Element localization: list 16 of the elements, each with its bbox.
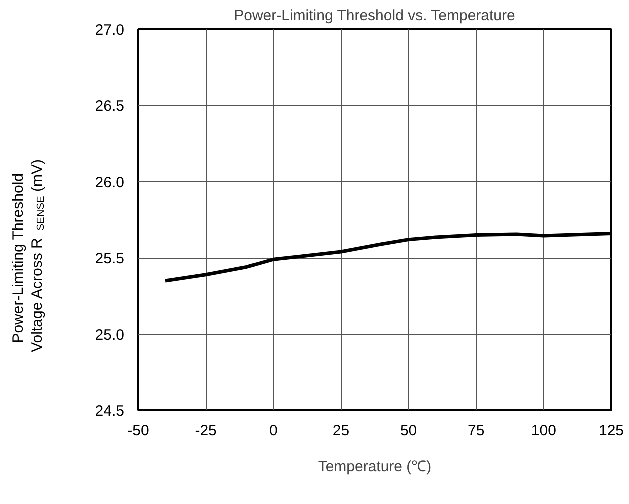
chart-title: Power-Limiting Threshold vs. Temperature [234, 8, 516, 24]
x-tick-label: 100 [531, 422, 556, 440]
y-tick-label: 26.5 [95, 98, 125, 116]
y-tick-label: 25.0 [95, 326, 125, 344]
x-tick-label: -25 [195, 422, 217, 440]
x-tick-label: 50 [400, 422, 418, 440]
x-tick-label: -50 [128, 422, 150, 440]
y-tick-label: 24.5 [95, 403, 125, 420]
x-tick-label: 125 [598, 422, 624, 440]
x-tick-label: 75 [468, 422, 485, 440]
y-tick-label: 25.5 [95, 250, 125, 268]
x-tick-label: 0 [269, 422, 278, 440]
y-tick-label: 26.0 [95, 174, 125, 192]
x-axis-title: Temperature (℃) [318, 458, 432, 476]
x-tick-label: 25 [332, 422, 350, 440]
y-tick-label: 27.0 [95, 22, 125, 39]
